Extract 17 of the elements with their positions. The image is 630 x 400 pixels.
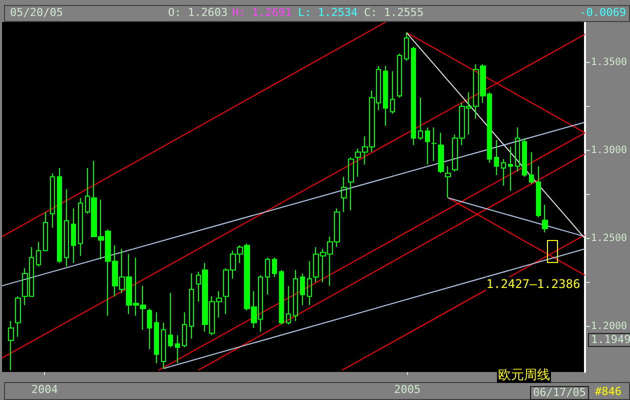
y-tick-label: 1.3000 [590,144,627,156]
text: #846 [595,385,622,398]
text: O: 1.2603 [168,6,228,19]
text: 05/20/05 [10,6,63,19]
y-tick-label: 1.3500 [590,56,627,68]
text: C: 1.2555 [364,6,424,19]
text: L: 1.2534 [298,6,358,19]
x-tick-label: 2004 [31,383,58,396]
text: -0.0069 [580,6,626,19]
y-tick-label: 1.2500 [590,232,627,244]
annotation: 1.2427—1.2386 [486,277,580,292]
text: 06/17/05 [530,386,589,400]
text: 欧元周线 [498,368,550,383]
x-tick-label: 2005 [394,383,421,396]
text: H: 1.2691 [232,6,292,19]
y-tick-label: 1.2000 [590,320,627,332]
text: 1.1949 [588,333,630,347]
